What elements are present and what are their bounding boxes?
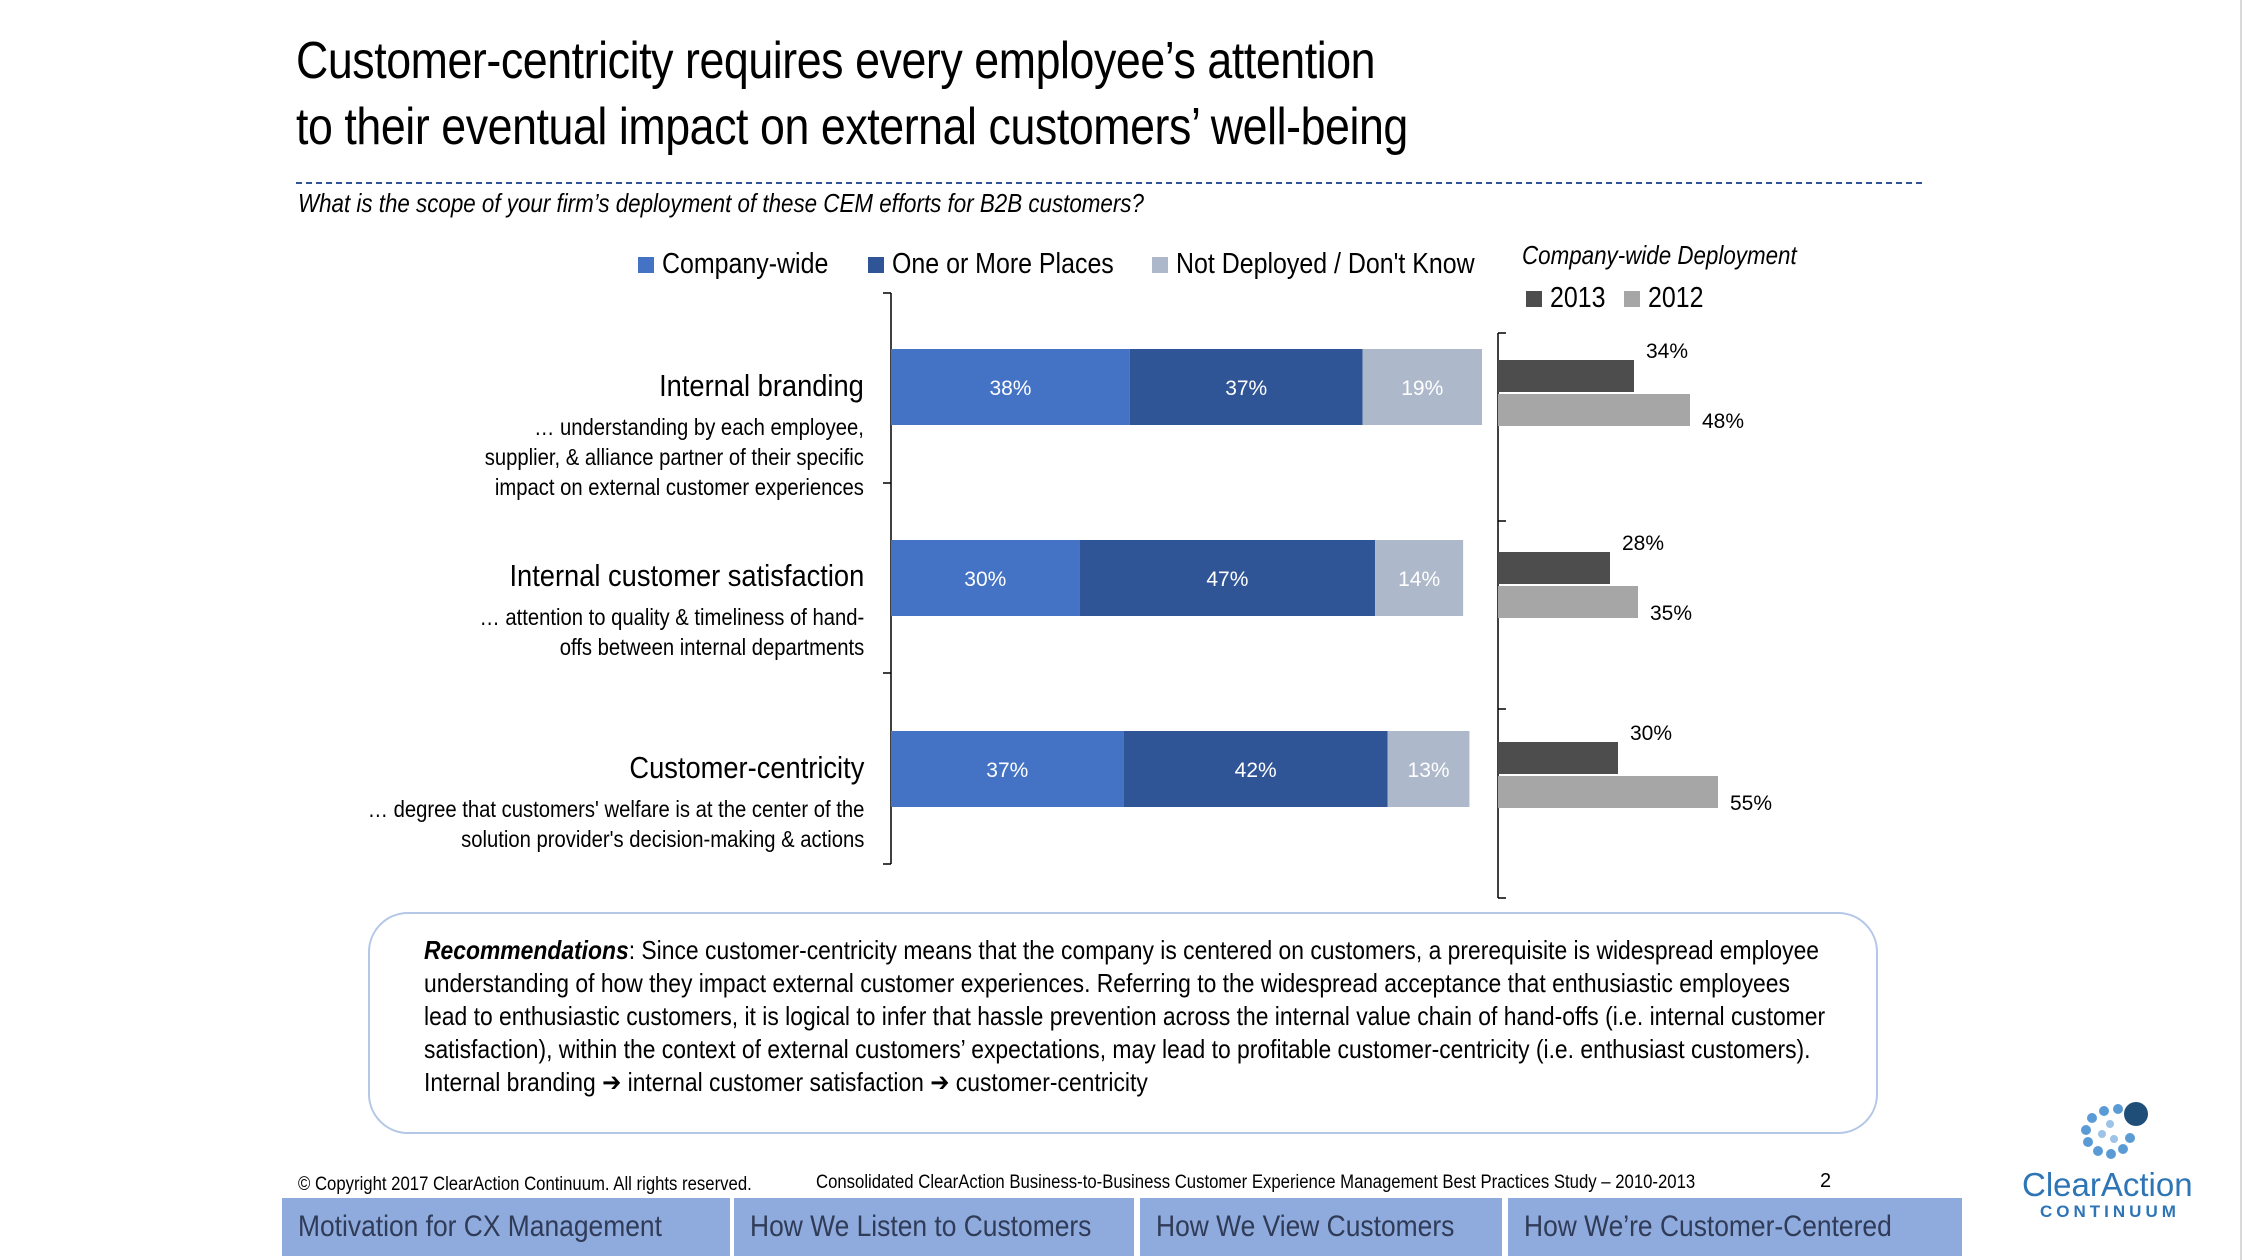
grouped-bar-label: 35% — [1650, 602, 1692, 625]
recommendation-line: understanding of how they impact externa… — [424, 968, 1790, 998]
description-line: supplier, & alliance partner of their sp… — [484, 444, 864, 470]
survey-question: What is the scope of your firm’s deploym… — [298, 188, 1144, 218]
legend-item-one-or-more: One or More Places — [868, 248, 1150, 281]
category-name: Internal branding — [659, 368, 864, 403]
category-description: … attention to quality & timeliness of h… — [427, 602, 864, 662]
description-line: … understanding by each employee, — [534, 414, 864, 440]
recommendation-line: lead to enthusiastic customers, it is lo… — [424, 1001, 1826, 1031]
grouped-bar-label: 34% — [1646, 340, 1688, 363]
stacked-bar-label: 14% — [1398, 568, 1440, 591]
legend-item-2012: 2012 — [1624, 282, 1713, 315]
grouped-bar-2013 — [1498, 552, 1610, 584]
legend-swatch — [1624, 290, 1640, 307]
legend-item-company-wide: Company-wide — [638, 248, 855, 281]
grouped-bar-label: 48% — [1702, 410, 1744, 433]
legend-label: 2012 — [1648, 282, 1704, 314]
recommendations-text: Recommendations: Since customer-centrici… — [424, 934, 1826, 1099]
slide-edge — [2240, 0, 2242, 1260]
grouped-bar-2013 — [1498, 742, 1618, 774]
stacked-bar-label: 13% — [1408, 759, 1450, 782]
stacked-bar-label: 38% — [989, 377, 1031, 400]
category-name: Customer-centricity — [629, 750, 864, 785]
slide-title: Customer-centricity requires every emplo… — [296, 28, 1758, 160]
grouped-bar-2012 — [1498, 394, 1690, 426]
logo-name: ClearAction — [2022, 1166, 2193, 1203]
category-description: … degree that customers' welfare is at t… — [300, 794, 864, 854]
description-line: … attention to quality & timeliness of h… — [479, 604, 864, 630]
stacked-bar-segment — [1129, 349, 1363, 425]
legend-label: One or More Places — [892, 248, 1114, 280]
grouped-bar-label: 30% — [1630, 722, 1672, 745]
stacked-bar-segment — [1123, 731, 1388, 807]
stacked-bar-segment — [1079, 540, 1376, 616]
recommendations-box — [368, 912, 1878, 1134]
legend-swatch — [1152, 256, 1168, 273]
stacked-bar-segment — [1387, 731, 1470, 807]
recommendations-label: Recommendations — [424, 935, 629, 965]
study-name: Consolidated ClearAction Business-to-Bus… — [816, 1172, 1696, 1193]
nav-tab-motivation[interactable]: Motivation for CX Management — [282, 1198, 730, 1256]
deployment-chart-title: Company-wide Deployment — [1522, 240, 1797, 270]
grouped-bar-label: 55% — [1730, 792, 1772, 815]
legend-swatch — [638, 256, 654, 273]
legend-label: Not Deployed / Don't Know — [1176, 248, 1475, 280]
stacked-bar-label: 37% — [986, 759, 1028, 782]
category-description: … understanding by each employee, suppli… — [433, 412, 864, 502]
category-customer-centricity: Customer-centricity … degree that custom… — [300, 750, 864, 854]
legend-swatch — [868, 256, 884, 273]
description-line: … degree that customers' welfare is at t… — [367, 796, 864, 822]
legend-label: Company-wide — [662, 248, 829, 280]
description-line: solution provider's decision-making & ac… — [460, 826, 864, 852]
title-line-2: to their eventual impact on external cus… — [296, 98, 1408, 156]
category-internal-customer-satisfaction: Internal customer satisfaction … attenti… — [427, 558, 864, 662]
description-line: impact on external customer experiences — [495, 474, 864, 500]
stacked-bar-segment — [891, 540, 1080, 616]
copyright-notice: © Copyright 2017 ClearAction Continuum. … — [298, 1174, 752, 1195]
legend-item-not-deployed: Not Deployed / Don't Know — [1152, 248, 1523, 281]
stacked-bar-segment — [1362, 349, 1482, 425]
title-line-1: Customer-centricity requires every emplo… — [296, 32, 1376, 90]
category-internal-branding: Internal branding … understanding by eac… — [433, 368, 864, 502]
stacked-bar-label: 37% — [1225, 377, 1267, 400]
grouped-bar-2012 — [1498, 776, 1718, 808]
stacked-bar-segment — [1375, 540, 1464, 616]
grouped-bar-label: 28% — [1622, 532, 1664, 555]
dots-circle-logo-icon — [2081, 1102, 2148, 1159]
nav-tab-view[interactable]: How We View Customers — [1140, 1198, 1502, 1256]
nav-tab-label: How We View Customers — [1156, 1210, 1455, 1243]
nav-tab-label: Motivation for CX Management — [298, 1210, 662, 1243]
category-name: Internal customer satisfaction — [509, 558, 864, 593]
nav-tab-label: How We Listen to Customers — [750, 1210, 1092, 1243]
stacked-bar-segment — [891, 349, 1130, 425]
legend-swatch — [1526, 290, 1542, 307]
stacked-bar-label: 30% — [964, 568, 1006, 591]
legend-label: 2013 — [1550, 282, 1606, 314]
stacked-bar-label: 42% — [1235, 759, 1277, 782]
description-line: offs between internal departments — [559, 634, 864, 660]
recommendation-line: Internal branding ➔ internal customer sa… — [424, 1067, 1148, 1097]
logo-subtitle: CONTINUUM — [2040, 1202, 2180, 1221]
nav-tab-listen[interactable]: How We Listen to Customers — [734, 1198, 1134, 1256]
grouped-bar-2012 — [1498, 586, 1638, 618]
recommendation-line: satisfaction), within the context of ext… — [424, 1034, 1811, 1064]
nav-tab-label: How We’re Customer-Centered — [1524, 1210, 1892, 1243]
legend-item-2013: 2013 — [1526, 282, 1615, 315]
title-divider — [296, 182, 1922, 184]
nav-tab-customer-centered[interactable]: How We’re Customer-Centered — [1508, 1198, 1962, 1256]
grouped-bar-2013 — [1498, 360, 1634, 392]
stacked-bar-segment — [891, 731, 1124, 807]
stacked-bar-label: 47% — [1206, 568, 1248, 591]
recommendation-line: Recommendations: Since customer-centrici… — [424, 934, 1819, 967]
stacked-bar-label: 19% — [1401, 377, 1443, 400]
page-number: 2 — [1820, 1170, 1832, 1192]
recommendation-text: : Since customer-centricity means that t… — [628, 935, 1820, 965]
